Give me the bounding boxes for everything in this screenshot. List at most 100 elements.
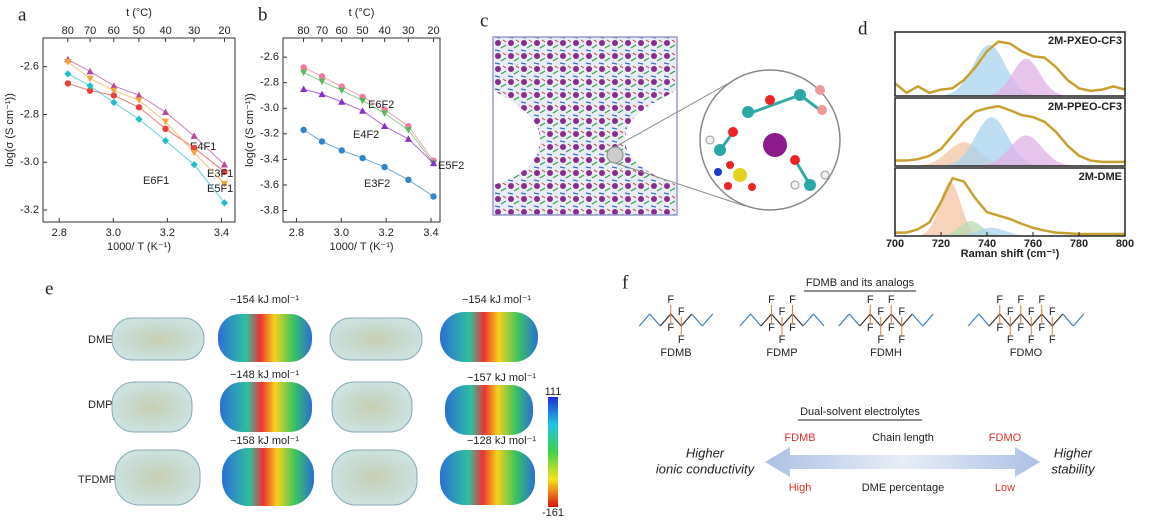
atom-label: F — [768, 294, 775, 306]
atom-label: F — [898, 334, 905, 346]
marker — [338, 87, 346, 94]
bond — [880, 313, 892, 327]
y-tick-label: -3.0 — [260, 102, 279, 114]
end-label: ionic conductivity — [656, 461, 756, 476]
x-tick-label: 2.8 — [289, 227, 304, 239]
molecule-name: FDMO — [1010, 347, 1043, 359]
atom-label: F — [1007, 306, 1014, 318]
bond — [659, 313, 672, 327]
bond — [771, 313, 783, 327]
decoration — [111, 317, 205, 361]
arrow-label: High — [789, 482, 812, 494]
atom-label: F — [678, 306, 685, 318]
spectrum-line — [895, 104, 1125, 164]
marker — [190, 144, 198, 152]
atom-label: F — [996, 322, 1003, 334]
marker — [86, 75, 94, 83]
atom-label: F — [779, 306, 786, 318]
x2-tick-label: 30 — [402, 25, 414, 37]
section-title: FDMB and its analogs — [806, 277, 915, 289]
x-tick-label: 3.2 — [160, 227, 175, 239]
marker — [64, 80, 72, 87]
bond — [638, 313, 651, 327]
atom-label: F — [1049, 334, 1056, 346]
atom-label: F — [1007, 334, 1014, 346]
annotation: −154 kJ mol⁻¹ — [462, 294, 531, 306]
plot-frame — [894, 31, 1126, 97]
marker — [110, 87, 118, 95]
decoration — [742, 106, 754, 118]
x2-axis-title: t (°C) — [349, 7, 375, 19]
x2-tick-label: 80 — [62, 25, 74, 37]
bond — [680, 313, 693, 327]
series-label: E5F1 — [207, 183, 233, 195]
x2-tick-label: 60 — [336, 25, 348, 37]
marker — [135, 115, 143, 123]
decoration — [714, 144, 726, 156]
row-label: DME — [88, 334, 112, 346]
decoration — [748, 183, 756, 191]
bond — [781, 313, 793, 327]
atom-label: F — [1028, 334, 1035, 346]
y-tick-label: -3.6 — [260, 179, 279, 191]
marker — [300, 69, 308, 77]
x2-tick-label: 70 — [316, 25, 328, 37]
decoration — [790, 180, 800, 190]
fit-peak — [895, 135, 1125, 166]
panel-label: a — [18, 4, 27, 25]
decoration — [445, 385, 533, 435]
y-tick-label: -3.0 — [20, 156, 39, 168]
marker — [430, 193, 437, 200]
marker — [86, 87, 94, 94]
decoration — [705, 135, 715, 145]
fit-peak — [895, 58, 1125, 96]
decoration — [765, 95, 775, 105]
bond — [978, 313, 990, 327]
marker — [135, 104, 143, 111]
marker — [359, 97, 367, 105]
marker — [318, 78, 326, 86]
marker — [318, 138, 326, 145]
fit-peak — [895, 221, 1125, 236]
x2-tick-label: 20 — [218, 25, 230, 37]
decoration — [222, 448, 314, 506]
bond — [691, 313, 703, 327]
design-panel: f FDMB and its analogs Dual-solvent elec… — [622, 272, 1096, 494]
fit-peak — [895, 227, 1125, 236]
decoration — [331, 381, 413, 433]
spectrum-line — [895, 176, 1125, 236]
x-tick-label: 3.4 — [423, 227, 438, 239]
atom-label: F — [877, 306, 884, 318]
arrow-label: FDMB — [784, 432, 815, 444]
x2-tick-label: 50 — [133, 25, 145, 37]
md-snapshot: c — [480, 10, 841, 216]
marker — [161, 137, 170, 145]
electrolyte-box — [493, 37, 677, 215]
annotation: −154 kJ mol⁻¹ — [230, 294, 299, 306]
atom-label: F — [1017, 322, 1024, 334]
marker — [381, 110, 389, 117]
marker — [359, 154, 366, 162]
bond — [859, 313, 871, 327]
molecule-name: FDMH — [870, 347, 902, 359]
bond — [1020, 313, 1032, 327]
y-tick-label: -3.8 — [260, 204, 279, 216]
decoration — [790, 155, 800, 165]
bond — [999, 313, 1011, 327]
bond — [1009, 313, 1022, 327]
molecule-name: FDMB — [660, 347, 691, 359]
colorbar-min: -161 — [542, 507, 564, 519]
decoration — [744, 93, 801, 117]
bond — [760, 313, 772, 327]
series-line — [67, 82, 225, 173]
marker — [404, 135, 412, 142]
panel-label: d — [858, 18, 868, 39]
bond — [1062, 313, 1074, 327]
row-label: TFDMP — [78, 474, 116, 486]
esp-panel: e DME DMP TFDMP −154 kJ mol⁻¹ −154 kJ mo… — [45, 278, 564, 519]
decoration — [714, 168, 722, 176]
marker — [338, 147, 345, 154]
decoration — [724, 182, 732, 190]
atom-label: F — [667, 294, 674, 306]
marker — [318, 90, 326, 98]
